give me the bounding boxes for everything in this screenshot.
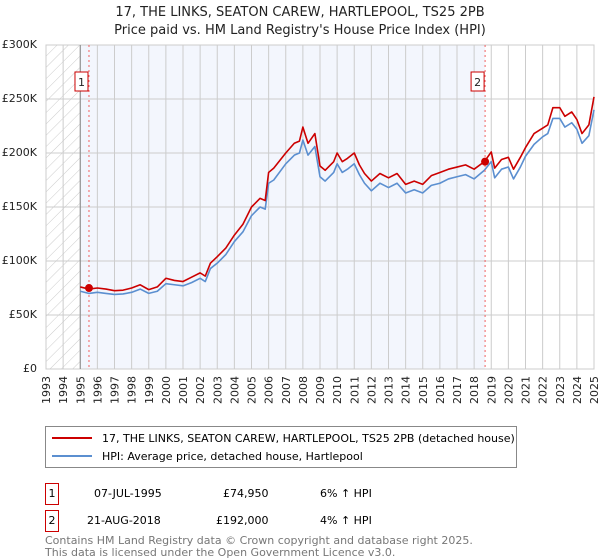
y-tick-label: £50K	[9, 308, 38, 321]
sale-point	[84, 284, 93, 293]
sale-hpi: 6% ↑ HPI	[320, 487, 372, 500]
sale-hpi: 4% ↑ HPI	[320, 514, 372, 527]
x-tick-label: 1994	[57, 376, 70, 404]
footer-licence: This data is licensed under the Open Gov…	[45, 546, 396, 559]
chart-subtitle: Price paid vs. HM Land Registry's House …	[114, 23, 486, 38]
property-price-line	[80, 96, 595, 292]
sale-marker-label: 2	[474, 76, 481, 89]
sale-marker: 1	[45, 483, 59, 505]
x-tick-label: 2025	[588, 376, 600, 404]
plot-area: 1993 1994 1995 1996 1997 1998 1999 2000 2001 2002…	[2, 38, 600, 404]
sale-price: £192,000	[216, 514, 269, 527]
y-tick-label: £0	[23, 362, 37, 375]
x-tick-label: 2012	[365, 376, 378, 404]
legend-label-property: 17, THE LINKS, SEATON CAREW, HARTLEPOOL,…	[102, 431, 515, 445]
x-tick-label: 2019	[485, 376, 498, 404]
y-tick-label: £150K	[2, 200, 38, 213]
sale-row-2: 2 21-AUG-2018 £192,000 4% ↑ HPI	[45, 510, 465, 532]
x-tick-label: 2023	[554, 376, 567, 404]
legend-label-hpi: HPI: Average price, detached house, Hart…	[102, 449, 363, 463]
x-tick-label: 2021	[520, 376, 533, 404]
hpi-line	[80, 109, 595, 296]
legend: 17, THE LINKS, SEATON CAREW, HARTLEPOOL,…	[45, 426, 517, 468]
x-tick-label: 2016	[434, 376, 447, 404]
x-tick-label: 2011	[348, 376, 361, 404]
x-tick-label: 1993	[40, 376, 53, 404]
x-tick-label: 1998	[126, 376, 139, 404]
sale-marker-box	[74, 71, 89, 92]
x-tick-label: 2006	[263, 376, 276, 404]
x-tick-label: 2008	[297, 376, 310, 404]
x-tick-label: 2002	[194, 376, 207, 404]
x-tick-label: 2007	[280, 376, 293, 404]
sale-date: 21-AUG-2018	[87, 514, 161, 527]
x-tick-label: 2004	[228, 376, 241, 404]
x-tick-label: 2000	[160, 376, 173, 404]
y-tick-label: £300K	[2, 38, 38, 51]
x-tick-label: 1996	[91, 376, 104, 404]
sale-marker: 2	[45, 510, 59, 532]
x-tick-label: 2015	[417, 376, 430, 404]
x-tick-label: 1997	[109, 376, 122, 404]
x-tick-label: 2022	[537, 376, 550, 404]
y-tick-label: £250K	[2, 92, 38, 105]
x-tick-label: 2010	[331, 376, 344, 404]
x-tick-label: 2001	[177, 376, 190, 404]
sale-row-1: 1 07-JUL-1995 £74,950 6% ↑ HPI	[45, 483, 465, 505]
x-tick-label: 2003	[211, 376, 224, 404]
sale-point	[481, 157, 490, 166]
chart-title: 17, THE LINKS, SEATON CAREW, HARTLEPOOL,…	[115, 5, 485, 20]
x-tick-label: 2014	[400, 376, 413, 404]
legend-swatch-property	[52, 437, 92, 439]
sale-price: £74,950	[223, 487, 269, 500]
x-tick-label: 2009	[314, 376, 327, 404]
x-tick-label: 2018	[468, 376, 481, 404]
legend-swatch-hpi	[52, 455, 92, 457]
x-tick-label: 2005	[246, 376, 259, 404]
x-tick-label: 1995	[74, 376, 87, 404]
sale-date: 07-JUL-1995	[94, 487, 162, 500]
x-tick-label: 2024	[571, 376, 584, 404]
x-tick-label: 2020	[502, 376, 515, 404]
x-tick-label: 1999	[143, 376, 156, 404]
x-tick-label: 2017	[451, 376, 464, 404]
y-tick-label: £200K	[2, 146, 38, 159]
footer-copyright: Contains HM Land Registry data © Crown c…	[45, 534, 473, 547]
sale-marker-box	[470, 71, 485, 92]
y-tick-label: £100K	[2, 254, 38, 267]
x-tick-label: 2013	[383, 376, 396, 404]
sale-marker-label: 1	[78, 76, 85, 89]
